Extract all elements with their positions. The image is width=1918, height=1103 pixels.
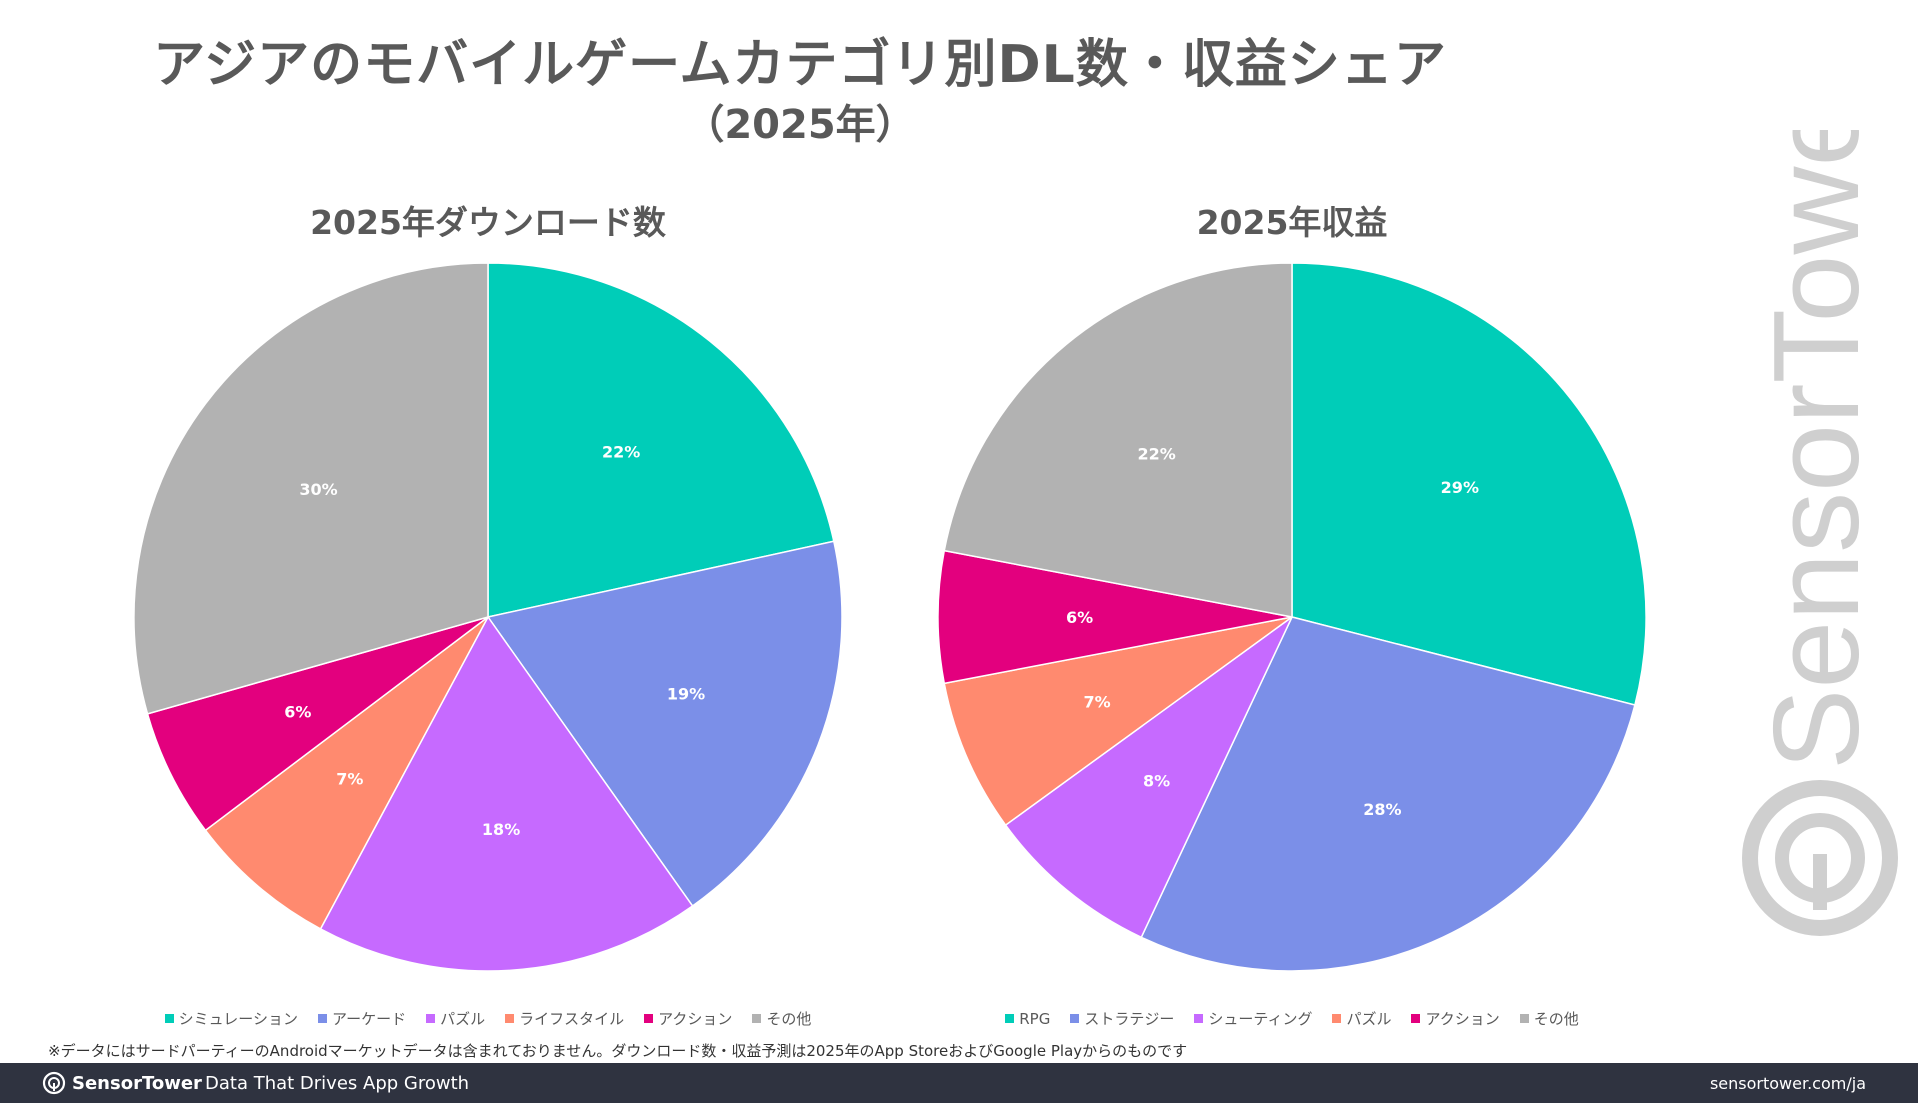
legend-label: アクション — [1425, 1010, 1500, 1028]
pie-data-label: 7% — [336, 769, 363, 788]
watermark-text: SensorTower — [1748, 130, 1884, 770]
downloads-pie-chart: 2025年ダウンロード数 22% 19% 18% 7% 6% 30% シミュレーション アー… — [88, 190, 888, 1035]
sensortower-logo-icon — [1742, 780, 1898, 936]
legend-item: パズル — [426, 1008, 485, 1029]
legend-item: ストラテジー — [1070, 1008, 1174, 1029]
legend-item: パズル — [1332, 1008, 1391, 1029]
pie-data-label: 8% — [1143, 772, 1170, 791]
legend-label: その他 — [766, 1010, 812, 1028]
revenue-pie-chart: 2025年収益 29% 28% 8% 7% 6% 22% RPG ストラテジー シューティング… — [892, 190, 1692, 1035]
pie-slice-6 — [133, 262, 489, 715]
pie-data-label: 28% — [1363, 800, 1401, 819]
legend-swatch — [317, 1014, 327, 1023]
pie-slice-3 — [319, 615, 694, 972]
footer-bar: SensorTower Data That Drives App Growth … — [0, 1063, 1918, 1103]
legend-label: アーケード — [331, 1010, 407, 1028]
footer-tagline: Data That Drives App Growth — [205, 1073, 470, 1094]
sensortower-logo-icon — [42, 1071, 66, 1095]
footer-brand: SensorTower — [72, 1072, 202, 1094]
legend-label: パズル — [440, 1010, 486, 1028]
legend-swatch — [1070, 1014, 1080, 1023]
downloads-legend: シミュレーション アーケード パズル ライフスタイル アクション その他 — [88, 1008, 888, 1029]
legend-label: ライフスタイル — [519, 1010, 625, 1028]
pie-data-label: 29% — [1441, 478, 1479, 497]
pie-data-label: 22% — [602, 443, 640, 462]
footer-url[interactable]: sensortower.com/ja — [1709, 1074, 1866, 1093]
legend-label: RPG — [1019, 1009, 1051, 1028]
pie-slice-3 — [1004, 616, 1293, 939]
pie-data-label: 18% — [482, 820, 520, 839]
main-subtitle: （2025年） — [684, 102, 916, 148]
legend-label: アクション — [658, 1010, 733, 1028]
pie-slice-5 — [937, 549, 1293, 685]
pie-slice-6 — [943, 262, 1293, 618]
footer-logo[interactable]: SensorTower — [42, 1071, 202, 1095]
legend-swatch — [752, 1014, 762, 1023]
pie-data-label: 6% — [1066, 608, 1093, 627]
downloads-pie: 22% 19% 18% 7% 6% 30% — [133, 262, 843, 972]
revenue-pie: 29% 28% 8% 7% 6% 22% — [937, 262, 1647, 972]
legend-label: シミュレーション — [178, 1010, 298, 1028]
sensortower-watermark: SensorTower — [1742, 130, 1898, 936]
legend-item: ライフスタイル — [505, 1008, 624, 1029]
pie-slice-2 — [1140, 616, 1636, 972]
legend-item: アクション — [644, 1008, 732, 1029]
main-title: アジアのモバイルゲームカテゴリ別DL数・収益シェア — [153, 35, 1447, 95]
pie-slice-2 — [486, 540, 843, 907]
legend-item: シューティング — [1194, 1008, 1312, 1029]
legend-swatch — [426, 1014, 436, 1023]
pie-data-label: 6% — [284, 703, 311, 722]
pie-data-label: 19% — [667, 685, 705, 704]
revenue-legend: RPG ストラテジー シューティング パズル アクション その他 — [892, 1008, 1692, 1029]
pie-slice-1 — [487, 262, 835, 618]
legend-swatch — [1332, 1014, 1342, 1023]
pie-slice-1 — [1291, 262, 1647, 706]
legend-swatch — [1005, 1014, 1015, 1023]
pie-slice-4 — [943, 616, 1293, 827]
legend-item: アーケード — [317, 1008, 407, 1029]
pie-data-label: 30% — [299, 480, 337, 499]
legend-item: その他 — [1519, 1008, 1579, 1029]
legend-swatch — [505, 1014, 515, 1023]
legend-item: RPG — [1005, 1008, 1050, 1029]
pie-slice-4 — [204, 616, 489, 930]
pie-data-label: 7% — [1083, 692, 1110, 711]
legend-label: シューティング — [1208, 1010, 1313, 1028]
legend-item: シミュレーション — [164, 1008, 298, 1029]
footnote: ※データにはサードパーティーのAndroidマーケットデータは含まれておりません… — [48, 1042, 1188, 1060]
legend-label: パズル — [1346, 1010, 1392, 1028]
chart-title: 2025年ダウンロード数 — [310, 203, 666, 242]
legend-label: その他 — [1533, 1010, 1579, 1028]
legend-label: ストラテジー — [1084, 1010, 1175, 1028]
legend-swatch — [1519, 1014, 1529, 1023]
legend-swatch — [1411, 1014, 1421, 1023]
chart-title: 2025年収益 — [1196, 203, 1388, 242]
legend-item: その他 — [752, 1008, 811, 1029]
legend-swatch — [644, 1014, 654, 1023]
pie-slice-5 — [146, 616, 489, 832]
legend-swatch — [164, 1014, 174, 1023]
pie-data-label: 22% — [1137, 444, 1175, 463]
legend-swatch — [1194, 1014, 1204, 1023]
legend-item: アクション — [1411, 1008, 1500, 1029]
